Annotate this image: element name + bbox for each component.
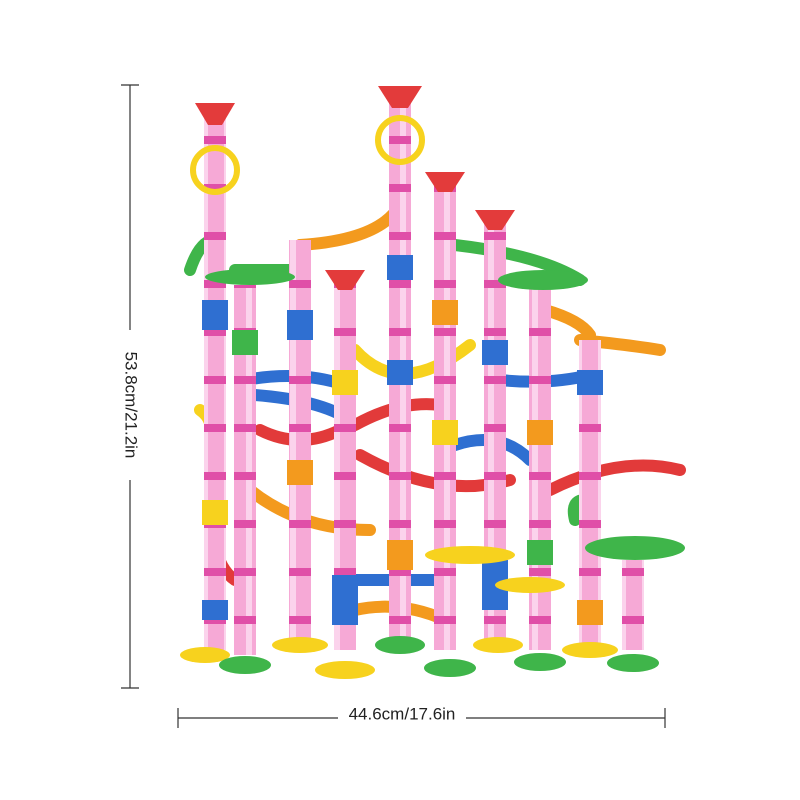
wheel [375, 115, 425, 165]
tower [484, 220, 506, 640]
base [424, 659, 476, 677]
base [473, 637, 523, 653]
height-label: 53.8cm/21.2in [122, 352, 141, 459]
wheels [190, 115, 425, 195]
connector [387, 255, 413, 280]
base [562, 642, 618, 658]
wheel [190, 145, 240, 195]
track [294, 199, 406, 251]
funnels [195, 86, 515, 290]
label-backdrop [338, 704, 466, 726]
plate [498, 270, 588, 290]
track [544, 459, 686, 496]
plates [205, 269, 685, 593]
plate [205, 269, 295, 285]
tower [434, 180, 456, 650]
connector [287, 460, 313, 485]
base [272, 637, 328, 653]
tower [289, 240, 311, 640]
label-backdrop [118, 330, 144, 480]
tower [622, 560, 644, 650]
width-label: 44.6cm/17.6in [349, 704, 456, 723]
connector [432, 300, 458, 325]
connector [202, 600, 228, 620]
connectors [202, 255, 603, 625]
plate [425, 546, 515, 564]
connector [527, 540, 553, 565]
bases [180, 636, 659, 679]
base [315, 661, 375, 679]
tower [234, 285, 256, 655]
connector [432, 420, 458, 445]
base [180, 647, 230, 663]
funnel [425, 172, 465, 192]
connector [202, 300, 228, 330]
connector [202, 500, 228, 525]
plate [585, 536, 685, 560]
base [607, 654, 659, 672]
connector [527, 420, 553, 445]
connector [482, 340, 508, 365]
base [514, 653, 566, 671]
connector [332, 370, 358, 395]
tower [579, 340, 601, 645]
funnel [475, 210, 515, 230]
towers [204, 95, 644, 655]
connector [387, 360, 413, 385]
tower [529, 285, 551, 650]
track [539, 304, 596, 341]
funnel [378, 86, 422, 108]
funnel [325, 270, 365, 290]
connector [387, 540, 413, 570]
base [219, 656, 271, 674]
connector [577, 370, 603, 395]
connector [287, 310, 313, 340]
connector [332, 575, 358, 625]
funnel [195, 103, 235, 125]
connector [577, 600, 603, 625]
base [375, 636, 425, 654]
connector [232, 330, 258, 355]
plate [495, 577, 565, 593]
